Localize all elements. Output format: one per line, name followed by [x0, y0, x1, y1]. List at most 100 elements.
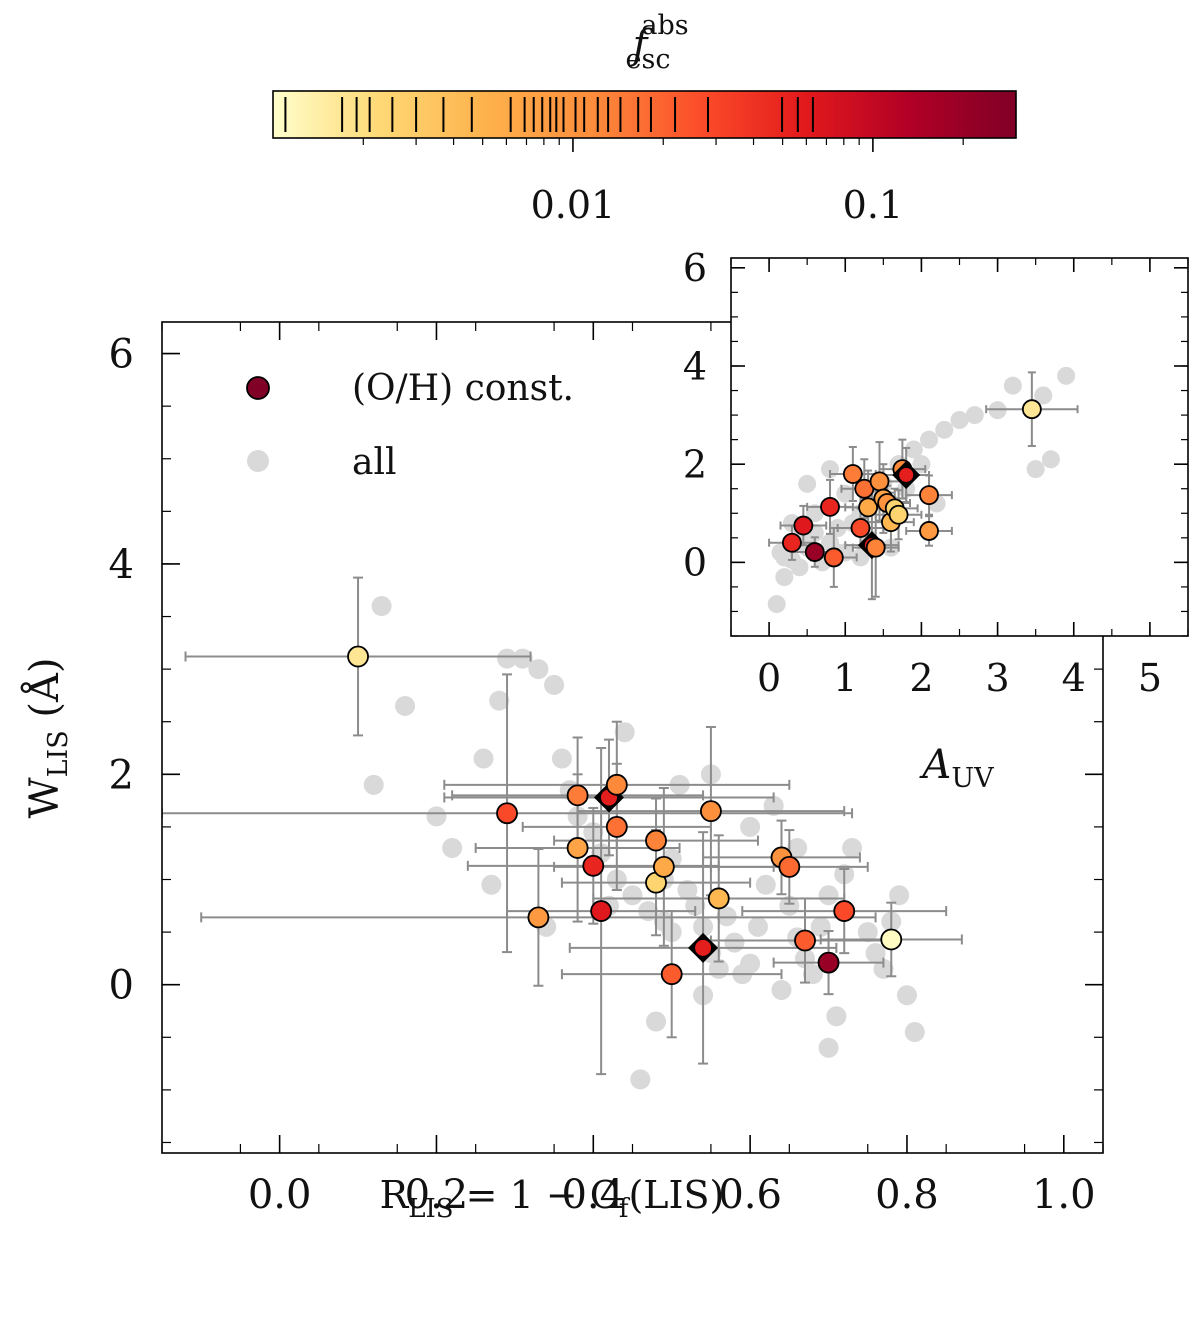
data-point — [590, 900, 613, 922]
data-point — [820, 496, 840, 517]
data-point — [778, 855, 801, 878]
all-sample-point — [1057, 366, 1076, 385]
inset-background — [731, 258, 1188, 636]
x-tick-label: 0 — [757, 656, 781, 700]
main-y-label: WLIS (Å) — [21, 657, 74, 818]
all-sample-point — [775, 568, 794, 587]
all-sample-point — [889, 885, 910, 906]
y-tick-label: 6 — [683, 246, 707, 290]
data-point — [1021, 399, 1042, 420]
x-tick-label: 0.6 — [718, 1172, 782, 1218]
all-sample-point — [1034, 386, 1053, 405]
all-sample-point — [873, 958, 894, 979]
x-tick-label: 0.0 — [248, 1172, 312, 1218]
all-sample-point — [630, 1069, 651, 1090]
all-sample-point — [818, 1037, 839, 1058]
x-tick-label: 2 — [909, 656, 933, 700]
colorbar-tick-label: 0.1 — [843, 183, 903, 227]
all-sample-point — [371, 596, 392, 617]
all-sample-point — [920, 430, 939, 449]
data-point — [652, 855, 675, 878]
all-sample-point — [528, 659, 549, 680]
data-point — [919, 485, 939, 506]
all-sample-point — [512, 648, 533, 669]
all-sample-point — [805, 504, 824, 523]
all-sample-point — [755, 874, 776, 895]
all-sample-point — [747, 916, 768, 937]
x-tick-label: 0.8 — [875, 1172, 939, 1218]
data-point — [660, 963, 683, 986]
data-point — [817, 951, 840, 974]
data-point — [850, 518, 871, 538]
legend: (O/H) const. all — [246, 368, 574, 483]
all-sample-point — [677, 880, 698, 901]
data-point — [919, 521, 939, 541]
all-sample-point — [904, 1022, 925, 1043]
all-sample-point — [935, 420, 954, 439]
inset-x-label: AUV — [918, 742, 994, 794]
x-tick-label: 3 — [985, 656, 1009, 700]
main-x-label: RLIS = 1 − Cf(LIS) — [380, 1173, 725, 1224]
data-point — [858, 497, 878, 518]
all-sample-point — [857, 922, 878, 943]
all-sample-point — [790, 558, 809, 577]
data-point — [888, 504, 909, 525]
colorbar: fabs esc 0.01 0.1 — [272, 10, 1017, 227]
data-point — [880, 928, 903, 951]
all-sample-point — [740, 816, 761, 837]
legend-oh-const-label: (O/H) const. — [352, 368, 574, 409]
all-sample-point — [497, 648, 518, 669]
data-point — [804, 542, 825, 562]
all-sample-point — [395, 695, 416, 716]
data-point — [865, 537, 886, 558]
colorbar-ticks: 0.01 0.1 — [362, 138, 964, 227]
all-sample-point — [802, 964, 823, 985]
y-tick-label: 0 — [683, 541, 707, 585]
all-sample-point — [551, 748, 572, 769]
all-sample-point — [771, 979, 792, 1000]
data-point-diamond — [695, 939, 712, 956]
x-tick-label: 5 — [1138, 656, 1162, 700]
data-point — [605, 816, 628, 838]
all-sample-point — [965, 406, 984, 425]
data-point — [793, 515, 814, 536]
all-sample-point — [724, 932, 745, 953]
all-sample-point — [622, 885, 643, 906]
data-point — [833, 900, 856, 922]
data-point — [527, 906, 550, 929]
all-sample-point — [842, 837, 863, 858]
main-axis-ticks: 0.0 0.2 0.4 0.6 0.8 1.0 0 2 4 6 — [109, 322, 1104, 1218]
y-tick-label: 2 — [109, 752, 134, 798]
all-sample-point — [1026, 460, 1045, 479]
colorbar-markers — [284, 97, 814, 132]
y-tick-label: 4 — [109, 542, 134, 588]
all-sample-point — [836, 484, 855, 503]
legend-all-marker — [247, 450, 269, 472]
data-point — [582, 854, 605, 877]
x-tick-label: 0.4 — [561, 1172, 625, 1218]
data-point — [605, 773, 628, 796]
data-point — [794, 929, 816, 952]
y-tick-label: 0 — [109, 963, 134, 1009]
inset-data-points — [782, 399, 1042, 568]
colorbar-label: fabs esc — [626, 10, 689, 75]
all-sample-point — [798, 474, 817, 493]
all-sample-point — [851, 548, 870, 567]
all-sample-point — [442, 837, 463, 858]
all-sample-point — [775, 548, 794, 567]
all-sample-point — [646, 1011, 667, 1032]
data-point — [496, 802, 518, 825]
data-point — [707, 887, 730, 910]
data-point — [566, 784, 589, 807]
data-point — [700, 800, 722, 823]
all-sample-point — [904, 440, 923, 459]
all-sample-point — [426, 806, 447, 827]
colorbar-tick-label: 0.01 — [531, 183, 616, 227]
all-sample-point — [716, 906, 737, 927]
all-sample-point — [950, 411, 969, 429]
all-sample-point — [544, 674, 565, 695]
all-sample-point — [1041, 450, 1060, 469]
all-sample-point — [787, 837, 808, 858]
all-sample-point — [473, 748, 494, 769]
